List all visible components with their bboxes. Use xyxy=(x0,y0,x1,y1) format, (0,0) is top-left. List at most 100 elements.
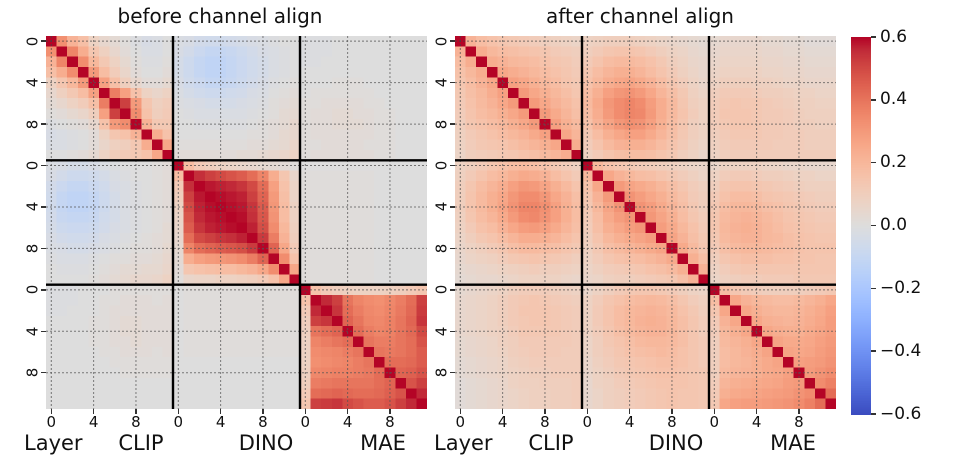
group-label-dino-before: DINO xyxy=(238,431,294,455)
x-tick-mark xyxy=(798,409,800,414)
x-tick-0-1: 4 xyxy=(84,409,104,430)
y-tick-0-3: 0 xyxy=(24,157,46,175)
x-tick-mark xyxy=(346,409,349,414)
x-tick-label: 8 xyxy=(385,413,395,431)
x-tick-label: 4 xyxy=(751,413,762,431)
heatmap-before[interactable] xyxy=(46,36,427,409)
y-tick-label: 0 xyxy=(432,285,451,295)
y-tick-mark xyxy=(450,330,455,333)
colorbar-tick-2: 0.2 xyxy=(871,154,907,172)
x-tick-mark xyxy=(219,409,222,414)
x-tick-0-3: 0 xyxy=(168,409,188,430)
y-tick-label: 4 xyxy=(432,77,451,88)
x-tick-mark xyxy=(628,409,631,414)
x-tick-label: 8 xyxy=(131,413,141,431)
y-tick-mark xyxy=(450,371,455,374)
y-tick-mark xyxy=(450,206,455,208)
y-tick-mark xyxy=(41,206,46,208)
heatmap-after[interactable] xyxy=(455,36,836,409)
y-tick-label: 0 xyxy=(23,36,42,46)
x-tick-0-5: 8 xyxy=(253,409,273,430)
x-tick-0-6: 0 xyxy=(295,409,315,430)
y-tick-1-6: 0 xyxy=(432,281,455,299)
x-tick-mark xyxy=(459,409,462,414)
colorbar-tick-mark xyxy=(871,413,876,415)
y-tick-0-4: 4 xyxy=(24,198,46,216)
x-tick-1-7: 4 xyxy=(747,409,767,430)
x-tick-label: 4 xyxy=(342,413,353,431)
colorbar-tick-label: −0.6 xyxy=(880,403,922,424)
y-tick-1-8: 8 xyxy=(432,364,455,382)
group-label-clip-before: CLIP xyxy=(118,431,164,455)
colorbar-tick-mark xyxy=(871,99,876,101)
colorbar-tick-mark xyxy=(871,161,876,164)
panel-title-before: before channel align xyxy=(117,4,323,28)
group-label-dino-after: DINO xyxy=(648,431,704,455)
heatmap-canvas-before[interactable] xyxy=(46,36,427,409)
colorbar-tick-mark xyxy=(871,350,876,352)
x-tick-label: 4 xyxy=(88,413,99,431)
y-tick-label: 0 xyxy=(23,285,42,295)
y-tick-mark xyxy=(41,289,46,291)
colorbar-tick-label: 0.2 xyxy=(880,152,908,173)
y-tick-0-5: 8 xyxy=(23,239,46,257)
x-tick-mark xyxy=(501,409,504,414)
x-tick-mark xyxy=(671,409,673,414)
colorbar-tick-label: −0.4 xyxy=(880,340,922,361)
axis-name-layer-before: Layer xyxy=(24,431,83,455)
x-tick-label: 4 xyxy=(497,413,508,431)
colorbar-ticks: 0.6 0.4 0.2 0.0 −0.2 −0.4 −0.6 xyxy=(871,28,956,422)
colorbar-tick-label: 0.4 xyxy=(880,89,908,110)
y-tick-label: 8 xyxy=(23,243,42,254)
y-tick-mark xyxy=(450,81,455,84)
y-axis-before: 0 4 8 0 4 8 0 4 8 xyxy=(16,36,46,409)
colorbar-tick-mark xyxy=(871,287,876,290)
panel-before: before channel align 0 4 8 0 4 8 0 4 8 0 4 8 0 4 8 0 4 8… xyxy=(0,0,440,464)
y-tick-0-0: 0 xyxy=(23,32,46,50)
colorbar-tick-4: −0.2 xyxy=(871,279,921,297)
colorbar-tick-label: −0.2 xyxy=(880,277,922,298)
y-tick-1-1: 4 xyxy=(432,74,455,92)
x-tick-label: 0 xyxy=(582,413,593,431)
y-tick-label: 0 xyxy=(432,36,451,46)
axis-name-layer-after: Layer xyxy=(434,431,493,455)
x-tick-label: 0 xyxy=(46,413,57,431)
y-tick-0-6: 0 xyxy=(23,281,46,299)
x-tick-1-8: 8 xyxy=(789,409,809,430)
y-tick-label: 4 xyxy=(432,326,451,337)
x-tick-mark xyxy=(544,409,546,414)
colorbar-tick-mark xyxy=(871,36,876,38)
y-tick-0-1: 4 xyxy=(24,74,46,92)
x-tick-0-7: 4 xyxy=(338,409,358,430)
x-tick-label: 4 xyxy=(215,413,226,431)
x-tick-mark xyxy=(177,409,180,414)
colorbar-tick-1: 0.4 xyxy=(871,91,907,109)
colorbar-tick-mark xyxy=(871,224,876,227)
y-tick-1-5: 8 xyxy=(433,239,455,257)
x-tick-mark xyxy=(50,409,53,414)
y-tick-label: 8 xyxy=(23,367,42,378)
y-tick-label: 4 xyxy=(432,202,451,212)
heatmap-canvas-after[interactable] xyxy=(455,36,836,409)
y-tick-mark xyxy=(41,371,46,374)
y-tick-mark xyxy=(450,164,455,167)
y-tick-label: 8 xyxy=(432,367,451,378)
x-tick-label: 8 xyxy=(540,413,550,431)
x-tick-0-4: 4 xyxy=(211,409,231,430)
x-tick-label: 0 xyxy=(709,413,720,431)
x-tick-mark xyxy=(755,409,758,414)
x-tick-mark xyxy=(92,409,95,414)
y-tick-mark xyxy=(450,40,455,42)
x-tick-1-5: 8 xyxy=(662,409,682,430)
x-tick-1-1: 4 xyxy=(493,409,513,430)
y-tick-mark xyxy=(41,247,46,250)
y-axis-after: 0 4 8 0 4 8 0 4 8 xyxy=(425,36,455,409)
x-axis-after: 0 4 8 0 4 8 0 4 8 xyxy=(455,409,836,435)
y-tick-mark xyxy=(450,247,455,250)
colorbar-gradient xyxy=(851,37,871,415)
y-tick-mark xyxy=(41,164,46,167)
x-tick-mark xyxy=(304,409,307,414)
x-tick-1-4: 4 xyxy=(620,409,640,430)
y-tick-1-3: 0 xyxy=(433,157,455,175)
x-tick-label: 0 xyxy=(300,413,311,431)
